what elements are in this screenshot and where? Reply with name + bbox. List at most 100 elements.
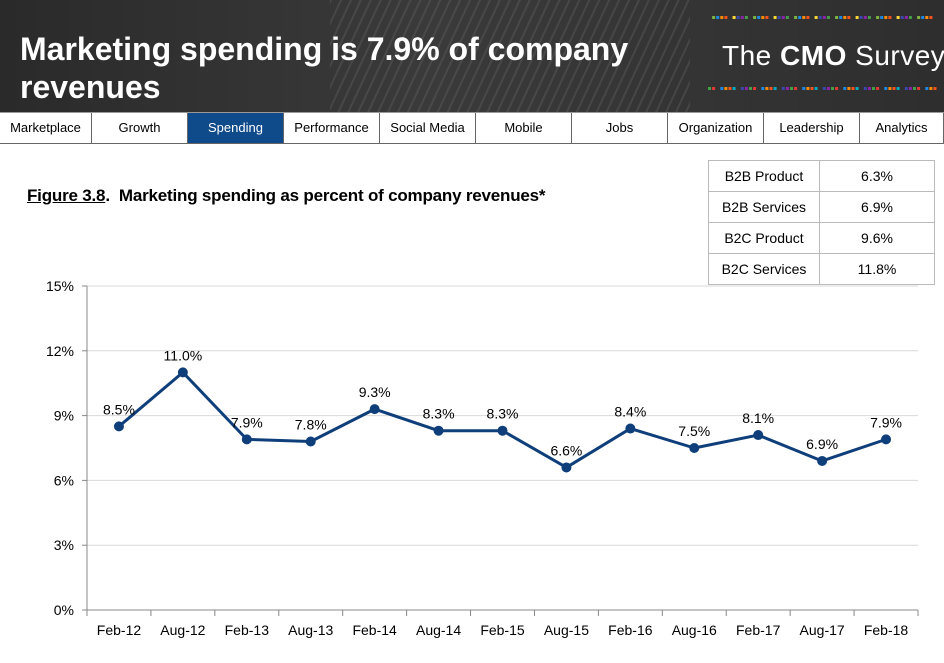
x-tick-label: Feb-17 — [736, 622, 781, 638]
logo-dot — [712, 87, 716, 90]
data-label: 7.5% — [678, 423, 710, 439]
data-label: 7.8% — [295, 417, 327, 433]
x-tick-label: Feb-16 — [608, 622, 653, 638]
data-point — [689, 443, 700, 453]
logo-dot — [794, 87, 798, 90]
logo-dot — [749, 87, 752, 90]
logo-dot — [884, 87, 888, 90]
logo-dot — [826, 87, 830, 90]
logo-dot — [843, 87, 847, 90]
logo-dot — [863, 87, 867, 90]
logo-dot — [720, 16, 724, 19]
x-tick-label: Aug-17 — [800, 622, 845, 638]
logo-dot — [925, 16, 929, 19]
logo-dot — [884, 16, 888, 19]
segment-label: B2C Services — [708, 253, 820, 285]
logo-dot — [708, 87, 711, 90]
segment-row: B2C Services 11.8% — [708, 253, 935, 285]
data-point — [625, 423, 636, 434]
logo-dot — [851, 87, 855, 90]
data-label: 7.9% — [231, 414, 263, 430]
data-label: 8.1% — [742, 410, 774, 426]
y-tick-label: 0% — [54, 602, 74, 618]
segment-row: B2B Services 6.9% — [708, 191, 935, 223]
segment-row: B2B Product 6.3% — [708, 160, 935, 192]
tab-mobile[interactable]: Mobile — [476, 113, 572, 143]
logo-dot — [777, 16, 781, 19]
tab-organization[interactable]: Organization — [668, 113, 764, 143]
data-label: 11.0% — [164, 347, 203, 363]
logo-dot — [744, 16, 748, 19]
logo-dot — [740, 87, 744, 90]
tab-performance[interactable]: Performance — [284, 113, 380, 143]
figure-title: Figure 3.8. Marketing spending as percen… — [27, 186, 546, 205]
logo-dot — [929, 87, 933, 90]
logo-dot — [720, 87, 724, 90]
logo-dot — [790, 87, 793, 90]
logo-dot — [929, 16, 933, 19]
logo-dot — [798, 16, 802, 19]
data-label: 8.5% — [103, 401, 135, 417]
logo-dot — [765, 87, 769, 90]
logo-dot — [773, 87, 777, 90]
logo-dot — [867, 16, 871, 19]
x-tick-label: Aug-15 — [544, 622, 589, 638]
logo-dot — [917, 87, 921, 90]
y-tick-label: 6% — [54, 472, 74, 488]
data-point — [433, 425, 444, 436]
logo-dot — [835, 87, 839, 90]
x-tick-label: Aug-16 — [672, 622, 717, 638]
logo-dot — [728, 87, 732, 90]
y-tick-label: 12% — [46, 343, 74, 359]
x-tick-label: Feb-15 — [480, 622, 525, 638]
logo-dot — [773, 16, 777, 19]
tab-growth[interactable]: Growth — [92, 113, 188, 143]
logo-dot — [888, 16, 892, 19]
logo-dot — [831, 87, 834, 90]
logo-dot — [785, 87, 789, 90]
tab-jobs[interactable]: Jobs — [572, 113, 668, 143]
logo-dot — [896, 16, 900, 19]
x-tick-label: Aug-12 — [160, 622, 205, 638]
logo-dot — [859, 16, 863, 19]
logo-dot — [814, 16, 818, 19]
logo-dot — [765, 16, 769, 19]
data-point — [817, 455, 828, 466]
data-point — [561, 462, 572, 473]
tab-social-media[interactable]: Social Media — [380, 113, 476, 143]
logo-dot — [839, 16, 843, 19]
logo-dot — [917, 16, 921, 19]
logo-dot — [847, 87, 851, 90]
logo-dot — [732, 87, 736, 90]
nav-tabs: Marketplace Growth Spending Performance Soci… — [0, 112, 944, 144]
logo-dot — [753, 87, 757, 90]
logo-dot — [876, 16, 880, 19]
x-tick-label: Feb-12 — [97, 622, 142, 638]
tab-analytics[interactable]: Analytics — [860, 113, 944, 143]
logo-dot — [785, 16, 789, 19]
figure-number: Figure 3.8 — [27, 186, 106, 205]
data-label: 9.3% — [359, 384, 391, 400]
data-point — [305, 436, 316, 447]
logo-dot — [712, 16, 716, 19]
data-label: 8.4% — [614, 404, 646, 420]
line-chart: 0% 3% 6% 9% 12% 15% Feb-12 Aug-12 Feb-13 Aug-13 Fe… — [46, 278, 919, 638]
logo-dot — [880, 16, 884, 19]
logo-dot — [810, 87, 814, 90]
logo-dot — [867, 87, 871, 90]
logo-dot — [732, 16, 736, 19]
logo-dot — [761, 16, 765, 19]
logo-dot — [925, 87, 929, 90]
tab-spending[interactable]: Spending — [188, 113, 284, 143]
logo-dot — [753, 16, 757, 19]
logo-dot — [933, 87, 937, 90]
logo-dot — [802, 16, 806, 19]
tab-leadership[interactable]: Leadership — [764, 113, 860, 143]
logo-dot — [908, 87, 912, 90]
tab-marketplace[interactable]: Marketplace — [0, 113, 92, 143]
logo-dot — [896, 87, 900, 90]
logo-dot — [872, 87, 875, 90]
logo-dot — [847, 16, 851, 19]
x-tick-label: Feb-18 — [864, 622, 909, 638]
y-tick-label: 15% — [46, 278, 74, 294]
